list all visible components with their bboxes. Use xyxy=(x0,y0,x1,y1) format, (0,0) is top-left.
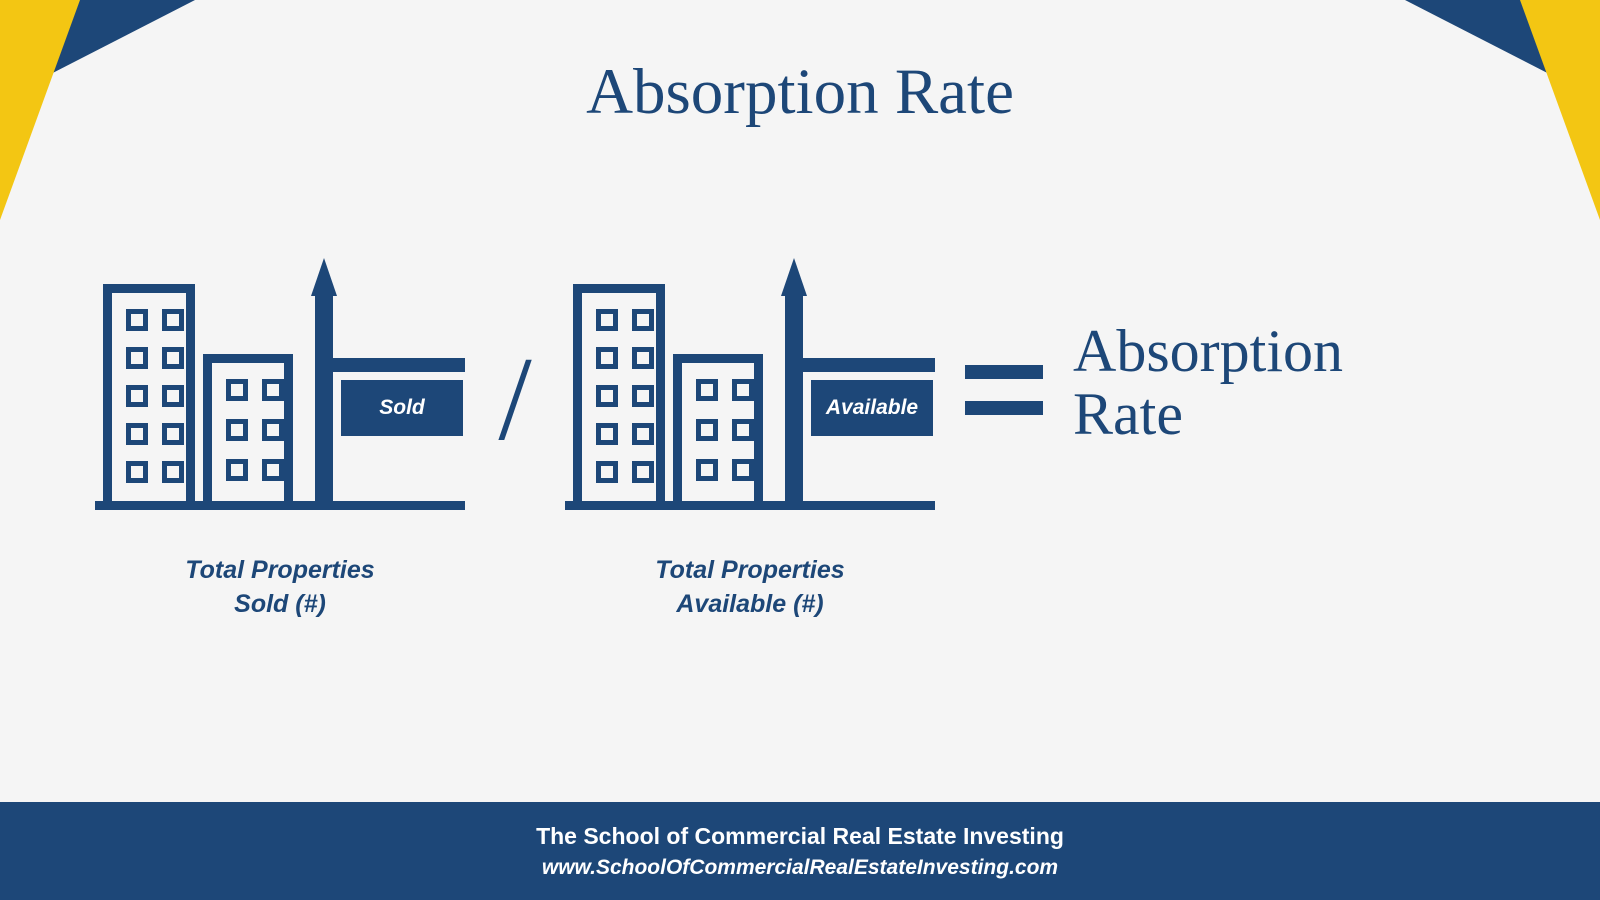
caption-sold-line2: Sold (#) xyxy=(234,590,326,618)
result-line1: Absorption xyxy=(1073,318,1343,384)
caption-available: Total Properties Available (#) xyxy=(655,554,844,622)
equals-operator xyxy=(965,365,1043,415)
result-line2: Rate xyxy=(1073,381,1183,447)
term-available: Available Total Properties Available (#) xyxy=(565,270,935,622)
caption-available-line2: Available (#) xyxy=(676,590,823,618)
caption-available-line1: Total Properties xyxy=(655,556,844,584)
footer-url: www.SchoolOfCommercialRealEstateInvestin… xyxy=(542,856,1058,880)
sign-label: Sold xyxy=(341,380,463,436)
buildings-available-graphic: Available xyxy=(565,270,935,510)
footer-org-name: The School of Commercial Real Estate Inv… xyxy=(536,823,1064,850)
equals-bar-bottom xyxy=(965,401,1043,415)
buildings-sold-graphic: Sold xyxy=(95,270,465,510)
divide-operator: / xyxy=(475,330,555,468)
page-title: Absorption Rate xyxy=(0,55,1600,130)
formula-container: Sold Total Properties Sold (#) / Availab… xyxy=(95,270,1343,622)
equals-bar-top xyxy=(965,365,1043,379)
footer-bar: The School of Commercial Real Estate Inv… xyxy=(0,802,1600,900)
result-label: Absorption Rate xyxy=(1073,320,1343,446)
caption-sold: Total Properties Sold (#) xyxy=(185,554,374,622)
sign-label: Available xyxy=(811,380,933,436)
caption-sold-line1: Total Properties xyxy=(185,556,374,584)
term-sold: Sold Total Properties Sold (#) xyxy=(95,270,465,622)
